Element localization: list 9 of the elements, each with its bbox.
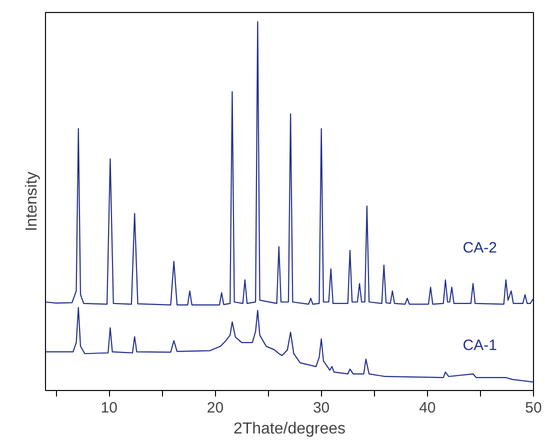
x-tick-label: 50 — [525, 400, 542, 416]
x-axis-title: 2Thate/degrees — [233, 420, 346, 438]
x-tick-label: 30 — [312, 400, 330, 416]
x-tick-label: 20 — [206, 400, 224, 416]
y-axis-title: Intensity — [24, 172, 40, 232]
series-label: CA-2 — [462, 239, 497, 256]
x-tick-label: 10 — [100, 400, 118, 416]
series-label: CA-1 — [462, 337, 497, 354]
x-tick-label: 40 — [419, 400, 436, 416]
